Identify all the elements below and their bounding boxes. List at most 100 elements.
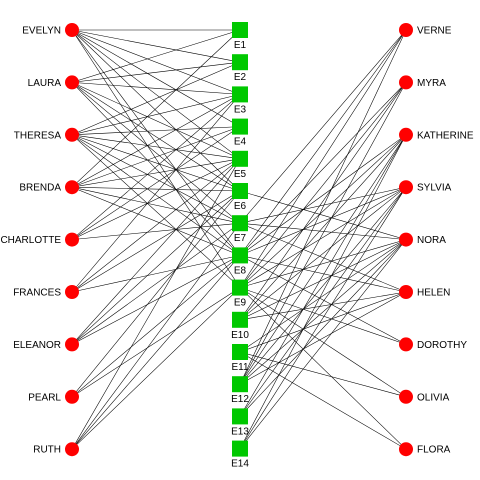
event-label-e7: E7	[234, 233, 247, 244]
woman-label-theresa: THERESA	[14, 130, 62, 141]
edge-pearl-e8	[71, 255, 241, 398]
edge-nora-e13	[239, 239, 407, 417]
event-node-e14	[232, 440, 248, 457]
edge-frances-e8	[71, 255, 241, 293]
woman-label-dorothy: DOROTHY	[417, 340, 467, 351]
edge-laura-e7	[71, 82, 241, 224]
woman-node-charlotte	[65, 232, 79, 247]
edge-charlotte-e5	[71, 158, 241, 240]
edge-olivia-e9	[239, 287, 407, 398]
event-label-e13: E13	[231, 426, 249, 437]
edge-brenda-e4	[71, 126, 241, 188]
edge-myra-e10	[239, 82, 407, 320]
edge-dorothy-e8	[239, 255, 407, 345]
event-label-e5: E5	[234, 169, 247, 180]
woman-label-eleanor: ELEANOR	[13, 340, 61, 351]
edge-laura-e5	[71, 82, 241, 160]
edge-evelyn-e5	[71, 29, 241, 160]
woman-label-myra: MYRA	[417, 78, 446, 89]
edge-myra-e12	[239, 82, 407, 385]
edge-katherine-e9	[239, 134, 407, 288]
event-label-e1: E1	[234, 40, 247, 51]
edge-nora-e10	[239, 239, 407, 321]
woman-label-ruth: RUTH	[33, 445, 61, 456]
edge-katherine-e8	[239, 134, 407, 256]
event-node-e6	[232, 183, 248, 199]
event-node-e1	[232, 22, 248, 38]
edge-sylvia-e8	[239, 186, 407, 256]
edge-eleanor-e8	[71, 255, 241, 345]
woman-node-eleanor	[65, 337, 79, 352]
edge-katherine-e12	[239, 134, 407, 385]
woman-node-theresa	[65, 127, 79, 142]
edge-flora-e11	[239, 351, 407, 450]
event-label-e4: E4	[234, 137, 247, 148]
woman-node-katherine	[399, 127, 413, 142]
event-label-e3: E3	[234, 104, 247, 115]
edge-katherine-e14	[239, 134, 407, 449]
edge-laura-e1	[71, 29, 241, 83]
edge-nora-e11	[239, 239, 407, 353]
edge-nora-e12	[239, 239, 407, 385]
woman-node-brenda	[65, 180, 79, 195]
woman-label-helen: HELEN	[417, 288, 450, 299]
event-node-e3	[232, 86, 248, 103]
edge-sylvia-e7	[239, 186, 407, 224]
event-node-e10	[232, 311, 248, 328]
edge-theresa-e3	[71, 94, 241, 136]
woman-node-ruth	[65, 442, 79, 457]
woman-label-charlotte: CHARLOTTE	[0, 235, 61, 246]
woman-node-helen	[399, 285, 413, 299]
edge-ruth-e7	[71, 223, 241, 450]
edge-helen-e11	[239, 291, 407, 353]
edge-eleanor-e5	[71, 158, 241, 345]
edge-evelyn-e3	[71, 29, 241, 95]
edge-nora-e6	[239, 190, 407, 240]
event-label-e8: E8	[234, 265, 247, 276]
event-label-e10: E10	[231, 330, 249, 341]
edge-katherine-e13	[239, 134, 407, 417]
edge-verne-e9	[239, 29, 407, 288]
event-label-e14: E14	[231, 459, 249, 470]
edge-laura-e3	[71, 82, 241, 95]
edge-sylvia-e13	[239, 187, 407, 417]
edge-sylvia-e10	[239, 186, 407, 321]
edge-brenda-e1	[71, 29, 241, 188]
edge-olivia-e11	[239, 351, 407, 398]
edge-evelyn-e6	[71, 29, 241, 192]
node-layer	[65, 22, 413, 457]
edge-brenda-e3	[71, 94, 241, 188]
event-label-e11: E11	[231, 362, 248, 373]
edge-nora-e14	[239, 239, 407, 449]
event-node-e13	[232, 408, 248, 425]
edge-dorothy-e9	[239, 287, 407, 345]
woman-node-frances	[65, 285, 79, 299]
edge-evelyn-e2	[71, 29, 241, 63]
edge-katherine-e10	[239, 134, 407, 320]
edge-myra-e9	[239, 82, 407, 288]
woman-label-brenda: BRENDA	[19, 183, 61, 194]
event-node-e8	[232, 247, 248, 264]
edge-helen-e7	[239, 222, 407, 293]
edge-helen-e12	[239, 291, 407, 385]
woman-node-nora	[399, 232, 413, 247]
edge-sylvia-e12	[239, 187, 407, 385]
edge-helen-e8	[239, 255, 407, 293]
edge-laura-e8	[71, 82, 241, 256]
woman-node-laura	[65, 75, 79, 90]
edge-ruth-e8	[71, 255, 241, 450]
edge-laura-e2	[71, 61, 241, 83]
event-node-e12	[232, 376, 248, 393]
edge-layer	[71, 29, 407, 450]
woman-label-frances: FRANCES	[13, 288, 61, 299]
event-node-e5	[232, 150, 248, 167]
edge-pearl-e6	[71, 190, 241, 397]
woman-node-evelyn	[65, 23, 79, 37]
edge-theresa-e4	[71, 126, 241, 136]
woman-node-sylvia	[399, 180, 413, 195]
edge-sylvia-e14	[239, 187, 407, 449]
event-node-e2	[232, 54, 248, 71]
edge-ruth-e9	[71, 287, 241, 450]
edge-eleanor-e6	[71, 190, 241, 345]
edge-theresa-e7	[71, 134, 241, 224]
